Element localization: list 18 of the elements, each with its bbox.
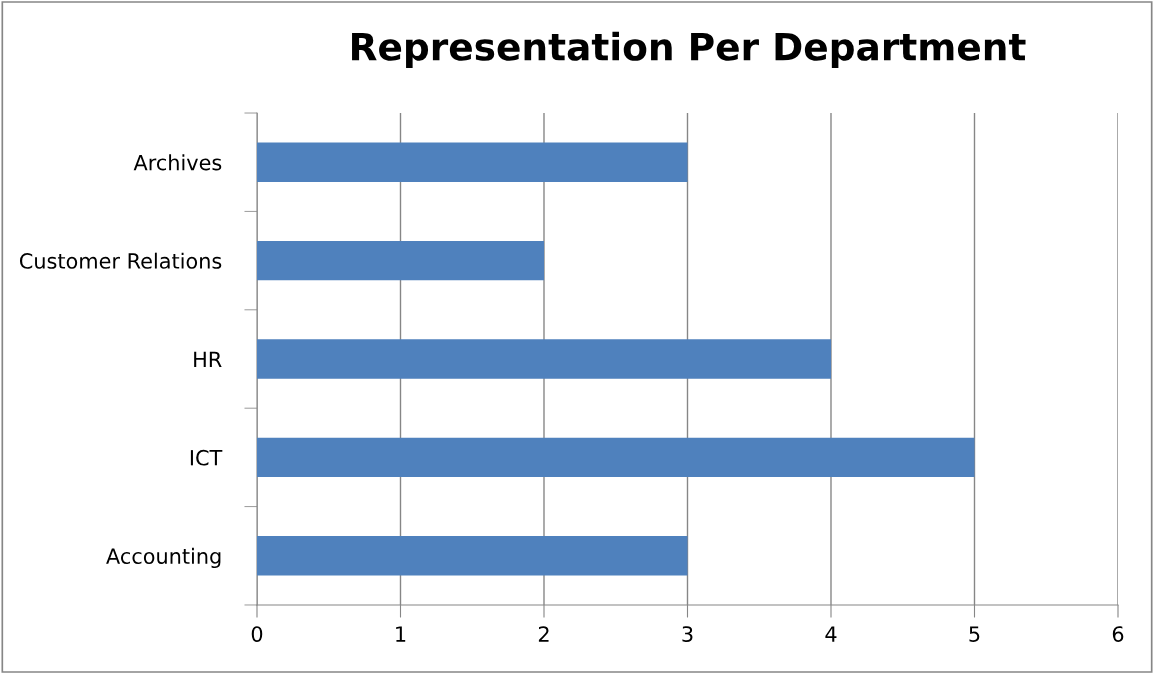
y-tick-label: HR bbox=[194, 351, 222, 367]
x-tick-label: 2 bbox=[538, 626, 549, 642]
y-tick-label: Archives bbox=[133, 154, 222, 171]
x-tick-label: 5 bbox=[969, 626, 980, 642]
x-tick-label: 0 bbox=[251, 626, 263, 642]
y-tick-label: Accounting bbox=[106, 547, 221, 569]
x-tick-label: 4 bbox=[825, 626, 837, 642]
x-tick-label: 3 bbox=[682, 626, 693, 642]
bar bbox=[257, 536, 688, 576]
x-tick-label: 1 bbox=[396, 626, 406, 642]
bar bbox=[257, 437, 975, 478]
bar bbox=[257, 142, 688, 182]
chart-title: Representation Per Department bbox=[352, 31, 1026, 69]
y-tick-label: ICT bbox=[190, 449, 223, 466]
x-tick-label: 6 bbox=[1112, 626, 1124, 642]
bar bbox=[257, 339, 831, 379]
y-tick-label: Customer Relations bbox=[19, 252, 222, 269]
bar bbox=[257, 240, 544, 281]
